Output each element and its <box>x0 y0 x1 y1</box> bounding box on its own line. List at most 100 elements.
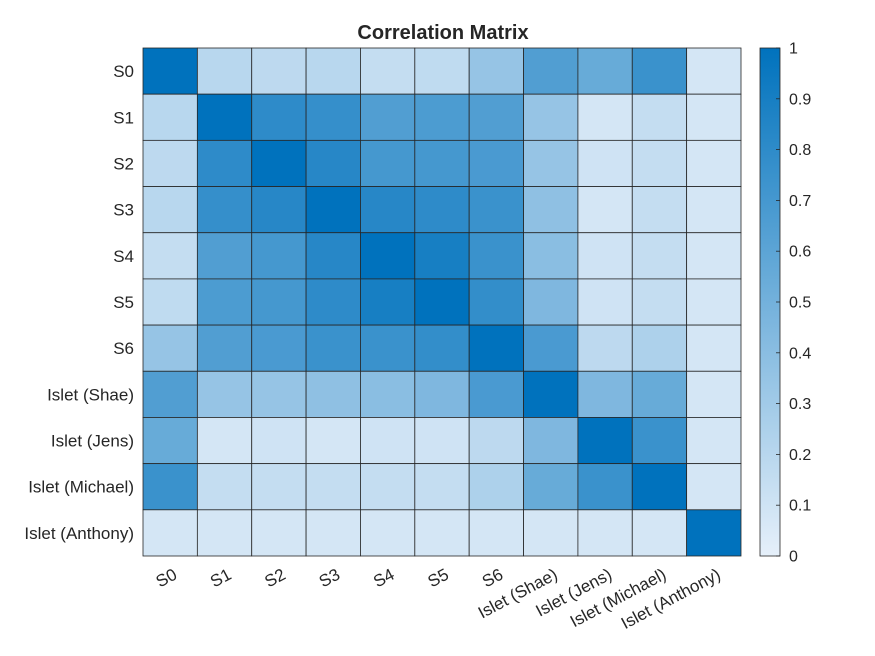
heatmap-cell <box>686 370 742 418</box>
row-tick-labels: S0 S1 S2 S3 S4 S5 S6 Islet (Shae) Islet (Jens) Is… <box>24 62 134 543</box>
heatmap-cell <box>251 509 307 557</box>
heatmap-cell <box>414 139 470 187</box>
heatmap-cell <box>577 278 633 326</box>
heatmap-cell <box>631 93 688 141</box>
heatmap-cell <box>251 463 307 511</box>
heatmap-cell <box>577 232 633 280</box>
heatmap-cell <box>196 370 253 418</box>
heatmap-cell <box>360 417 416 465</box>
row-label: Islet (Jens) <box>51 432 134 451</box>
heatmap-cell <box>142 139 198 187</box>
heatmap-cell <box>414 463 470 511</box>
heatmap-cell <box>631 417 688 465</box>
heatmap-cell <box>414 47 470 95</box>
heatmap-cell <box>631 370 688 418</box>
heatmap-cell <box>196 509 253 557</box>
heatmap-cell <box>142 93 198 141</box>
heatmap-cell <box>305 324 361 372</box>
heatmap-cell <box>631 509 688 557</box>
heatmap-cell <box>631 186 688 234</box>
colorbar: 0 0.1 0.2 0.3 0.4 0.5 0.6 0.7 0.8 0.9 1 <box>759 41 811 566</box>
heatmap-cell <box>251 186 307 234</box>
heatmap-cell <box>414 232 470 280</box>
heatmap-cell <box>251 324 307 372</box>
row-label: S1 <box>113 108 134 127</box>
heatmap-cell <box>523 417 579 465</box>
heatmap-cell <box>414 93 470 141</box>
heatmap-cell <box>523 324 579 372</box>
heatmap-cell <box>577 370 633 418</box>
colorbar-tick-label: 0.2 <box>789 447 811 464</box>
heatmap-cell <box>577 324 633 372</box>
heatmap-cell <box>360 232 416 280</box>
colorbar-tick-label: 0.6 <box>789 244 811 261</box>
row-label: S2 <box>113 154 134 173</box>
heatmap-cell <box>305 232 361 280</box>
row-label: Islet (Michael) <box>28 478 134 497</box>
heatmap-cell <box>686 324 742 372</box>
heatmap-cell <box>414 324 470 372</box>
heatmap-cell <box>251 417 307 465</box>
heatmap-cell <box>142 47 198 95</box>
heatmap-cell <box>305 509 361 557</box>
heatmap-cell <box>305 139 361 187</box>
heatmap-cell <box>631 232 688 280</box>
heatmap-cell <box>305 278 361 326</box>
heatmap-cell <box>523 186 579 234</box>
heatmap-cell <box>414 509 470 557</box>
heatmap-cell <box>360 139 416 187</box>
heatmap-cell <box>142 186 198 234</box>
heatmap-cell <box>468 417 524 465</box>
heatmap-cell <box>142 417 198 465</box>
heatmap-cell <box>686 417 742 465</box>
heatmap-cell <box>468 509 524 557</box>
heatmap-cell <box>468 324 524 372</box>
row-label: Islet (Anthony) <box>24 524 134 543</box>
heatmap-cell <box>196 186 253 234</box>
colorbar-tick-label: 0 <box>789 549 798 566</box>
column-label: S2 <box>262 565 289 592</box>
heatmap-cell <box>142 278 198 326</box>
heatmap-cell <box>251 370 307 418</box>
row-label: S0 <box>113 62 134 81</box>
heatmap-cell <box>523 47 579 95</box>
heatmap-cell <box>686 47 742 95</box>
column-label: S5 <box>425 565 452 592</box>
heatmap-cell <box>468 370 524 418</box>
heatmap-cell <box>360 463 416 511</box>
heatmap-cell <box>577 509 633 557</box>
heatmap-cell <box>414 370 470 418</box>
heatmap-cell <box>305 417 361 465</box>
heatmap-cell <box>360 278 416 326</box>
heatmap-cell <box>686 139 742 187</box>
heatmap-cell <box>196 278 253 326</box>
heatmap-cell <box>468 139 524 187</box>
heatmap-cell <box>686 278 742 326</box>
heatmap-cell <box>305 186 361 234</box>
heatmap-cell <box>251 139 307 187</box>
heatmap-cell <box>686 186 742 234</box>
heatmap-cell <box>577 47 633 95</box>
heatmap-cell <box>523 139 579 187</box>
heatmap-cell <box>468 47 524 95</box>
heatmap-cell <box>305 370 361 418</box>
heatmap-cell <box>414 186 470 234</box>
column-label: S3 <box>316 565 343 592</box>
heatmap-cell <box>251 93 307 141</box>
heatmap-cell <box>305 463 361 511</box>
colorbar-tick-label: 0.8 <box>789 142 811 159</box>
heatmap-cell <box>631 463 688 511</box>
heatmap-cell <box>414 417 470 465</box>
heatmap-cell <box>360 509 416 557</box>
colorbar-tick-label: 0.1 <box>789 498 811 515</box>
colorbar-tick-label: 1 <box>789 41 798 58</box>
heatmap-cell <box>577 139 633 187</box>
heatmap-cell <box>468 232 524 280</box>
heatmap-cell <box>360 47 416 95</box>
heatmap-cell <box>196 463 253 511</box>
heatmap-cell <box>468 93 524 141</box>
heatmap-cell <box>577 186 633 234</box>
heatmap-cell <box>360 324 416 372</box>
heatmap-cell <box>142 509 198 557</box>
